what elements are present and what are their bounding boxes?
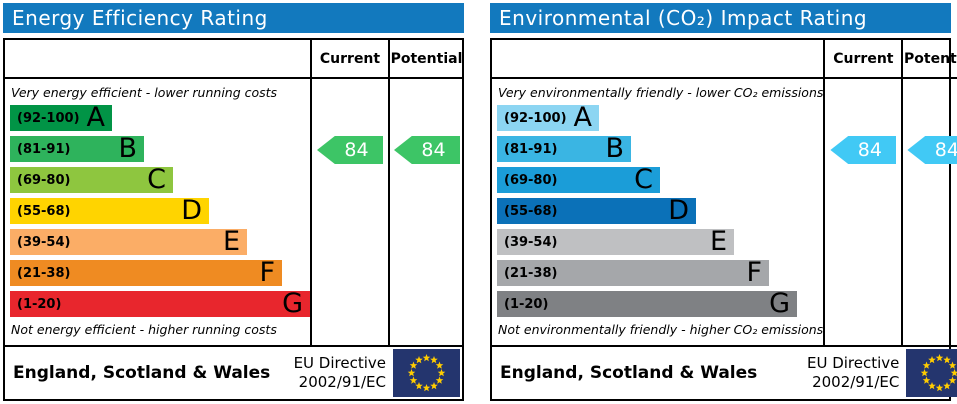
rating-band-b: (81-91) B: [497, 133, 631, 164]
band-letter: C: [634, 164, 653, 195]
bottom-caption: Not energy efficient - higher running co…: [11, 322, 277, 337]
eu-directive-line1: EU Directive: [806, 354, 900, 373]
energy-efficiency-panel: Energy Efficiency Rating Current Potenti…: [3, 3, 464, 401]
rating-table: Current Potential Very environmentally f…: [490, 38, 957, 401]
band-letter: G: [769, 288, 790, 319]
panel-footer: England, Scotland & Wales EU Directive 2…: [492, 345, 957, 399]
header-spacer: [492, 40, 824, 79]
bands: (92-100) A (81-91) B (69-80) C (55-68) D: [492, 102, 823, 322]
current-rating-arrow: 84: [317, 136, 383, 164]
potential-value-cell: 84: [901, 79, 957, 345]
bands: (92-100) A (81-91) B (69-80) C (55-68) D: [5, 102, 310, 322]
band-letter: A: [86, 102, 105, 133]
band-range: (69-80): [504, 172, 558, 188]
eu-directive-label: EU Directive 2002/91/EC: [807, 354, 899, 392]
potential-rating-arrow: 84: [394, 136, 460, 164]
rating-band-c: (69-80) C: [10, 164, 173, 195]
band-range: (39-54): [17, 234, 71, 250]
potential-column-header: Potential: [901, 40, 957, 79]
band-letter: B: [605, 133, 624, 164]
potential-rating-arrow: 84: [907, 136, 957, 164]
eu-directive-line2: 2002/91/EC: [298, 373, 386, 391]
region-label: England, Scotland & Wales: [13, 363, 271, 383]
band-letter: B: [118, 133, 137, 164]
panel-title: Environmental (CO₂) Impact Rating: [490, 3, 951, 33]
band-range: (1-20): [17, 296, 62, 312]
band-letter: G: [282, 288, 303, 319]
bands-area: Very environmentally friendly - lower CO…: [492, 79, 823, 345]
band-range: (21-38): [17, 265, 71, 281]
bands-area: Very energy efficient - lower running co…: [5, 79, 310, 345]
eu-flag-icon: [393, 349, 460, 397]
band-letter: F: [746, 257, 762, 288]
rating-band-f: (21-38) F: [10, 257, 282, 288]
band-range: (81-91): [504, 141, 558, 157]
potential-column-header: Potential: [388, 40, 463, 79]
rating-band-g: (1-20) G: [497, 288, 797, 319]
band-letter: C: [147, 164, 166, 195]
rating-table: Current Potential Very energy efficient …: [3, 38, 464, 401]
band-letter: F: [259, 257, 275, 288]
rating-band-c: (69-80) C: [497, 164, 660, 195]
current-column-header: Current: [310, 40, 388, 79]
band-range: (55-68): [504, 203, 558, 219]
band-range: (21-38): [504, 265, 558, 281]
rating-band-d: (55-68) D: [497, 195, 696, 226]
eu-directive-line2: 2002/91/EC: [812, 373, 900, 391]
eu-flag-icon: [906, 349, 957, 397]
current-value-cell: 84: [823, 79, 901, 345]
top-caption: Very environmentally friendly - lower CO…: [498, 85, 824, 100]
current-rating-arrow: 84: [830, 136, 897, 164]
eu-directive-label: EU Directive 2002/91/EC: [294, 354, 386, 392]
current-rating-value: 84: [857, 139, 882, 161]
band-range: (39-54): [504, 234, 558, 250]
header-spacer: [5, 40, 310, 79]
potential-value-cell: 84: [388, 79, 463, 345]
panel-title: Energy Efficiency Rating: [3, 3, 464, 33]
current-column-header: Current: [823, 40, 902, 79]
top-caption: Very energy efficient - lower running co…: [11, 85, 278, 100]
rating-band-g: (1-20) G: [10, 288, 310, 319]
bottom-caption: Not environmentally friendly - higher CO…: [498, 322, 824, 337]
band-letter: D: [181, 195, 202, 226]
rating-band-f: (21-38) F: [497, 257, 769, 288]
band-letter: E: [222, 226, 240, 257]
rating-band-e: (39-54) E: [10, 226, 247, 257]
region-label: England, Scotland & Wales: [500, 363, 758, 383]
rating-band-b: (81-91) B: [10, 133, 144, 164]
band-range: (69-80): [17, 172, 71, 188]
panel-footer: England, Scotland & Wales EU Directive 2…: [5, 345, 463, 399]
band-letter: E: [709, 226, 727, 257]
rating-band-a: (92-100) A: [497, 102, 599, 133]
rating-band-a: (92-100) A: [10, 102, 112, 133]
current-rating-value: 84: [344, 139, 369, 161]
rating-band-e: (39-54) E: [497, 226, 734, 257]
environmental-impact-panel: Environmental (CO₂) Impact Rating Curren…: [490, 3, 957, 401]
rating-band-d: (55-68) D: [10, 195, 209, 226]
band-letter: D: [668, 195, 689, 226]
current-value-cell: 84: [310, 79, 388, 345]
band-range: (92-100): [17, 110, 80, 126]
eu-directive-line1: EU Directive: [293, 354, 386, 373]
band-range: (1-20): [504, 296, 549, 312]
band-range: (81-91): [17, 141, 71, 157]
band-letter: A: [573, 102, 592, 133]
potential-rating-value: 84: [934, 139, 957, 161]
potential-rating-value: 84: [421, 139, 446, 161]
band-range: (92-100): [504, 110, 567, 126]
band-range: (55-68): [17, 203, 71, 219]
